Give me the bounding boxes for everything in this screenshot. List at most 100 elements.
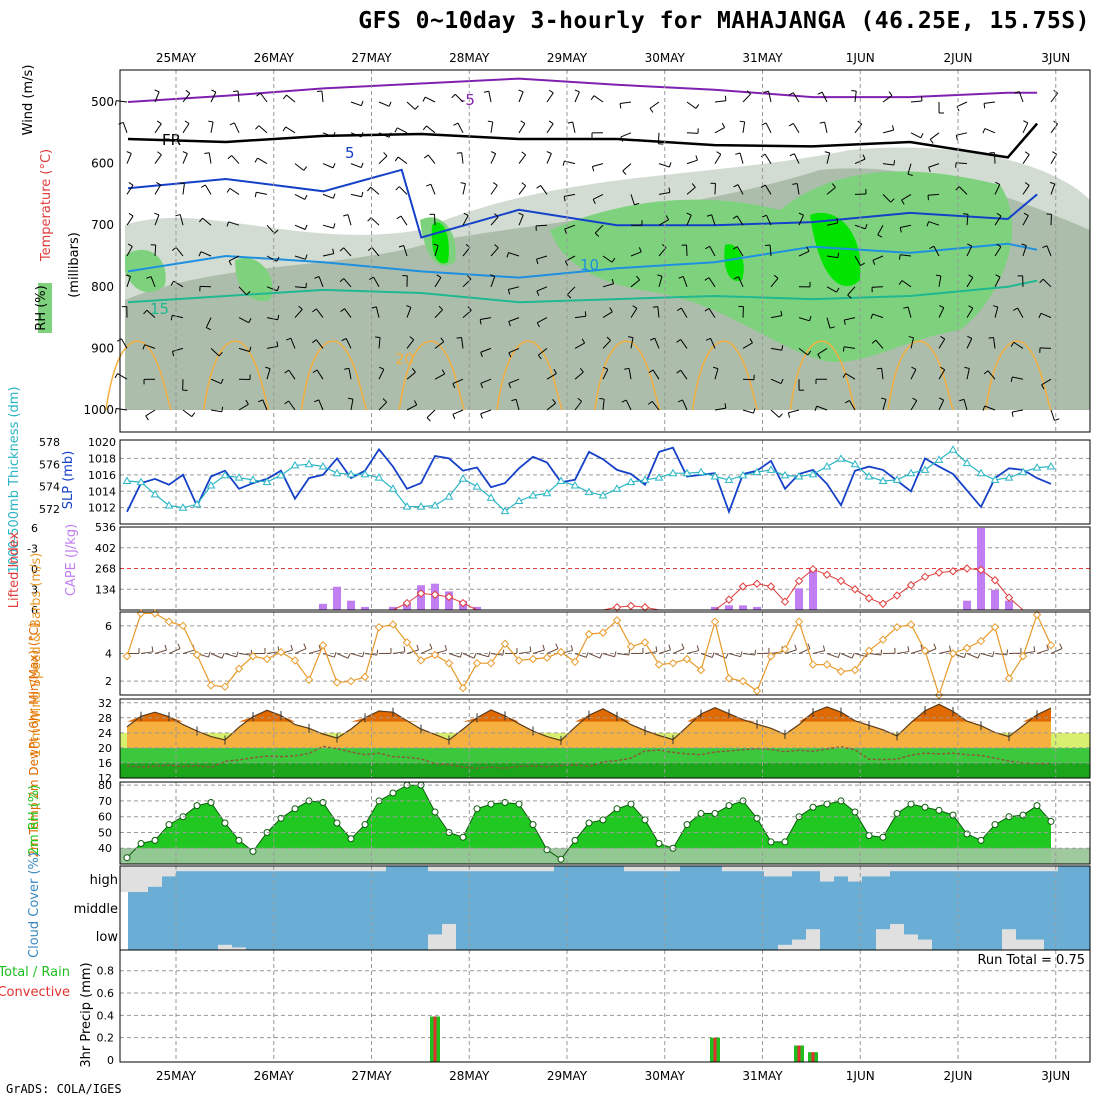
wind-barb-feather: [184, 120, 190, 125]
wind-barb-feather: [611, 257, 616, 263]
wind-barb: [315, 308, 324, 318]
wind-barb-feather: [409, 336, 414, 341]
wind-barb: [182, 153, 188, 164]
li-point: [444, 592, 454, 602]
wind-barb-feather: [735, 152, 741, 155]
wind-barb-feather: [227, 155, 232, 160]
cape-bar: [991, 589, 999, 610]
cape-bar: [319, 603, 327, 610]
wind-barb: [602, 311, 613, 319]
cloud-high-bar: [848, 866, 862, 882]
wind-barb: [378, 101, 390, 107]
wind-barb: [680, 339, 688, 349]
wind-barb-feather: [413, 400, 418, 406]
wind-barb: [210, 121, 214, 133]
wind-barb-feather: [609, 307, 613, 313]
cloud-high-bar: [960, 866, 974, 872]
wind-barb: [1050, 92, 1059, 103]
wind-barb: [322, 193, 334, 199]
wind-barb: [882, 399, 887, 411]
cloud-low-bar: [428, 934, 442, 950]
wind-barb-feather: [156, 181, 161, 186]
wind-speed-point: [626, 642, 636, 651]
cloud-high-bar: [540, 866, 554, 872]
thickness-point: [696, 467, 706, 476]
wind-barb-10m: [308, 649, 321, 654]
wind-speed-point: [318, 640, 328, 650]
isotherm-20: [300, 340, 368, 411]
thickness-point: [990, 475, 1000, 483]
wind-barb-feather: [339, 247, 344, 252]
wind-barb: [537, 348, 548, 356]
wind-barb: [1050, 123, 1058, 134]
date-label-top: 1JUN: [846, 51, 875, 65]
wind-barb-feather: [467, 275, 472, 280]
wind-barb-10m-feather: [529, 646, 532, 652]
rh-point: [921, 803, 929, 811]
wind-barb-feather: [648, 400, 653, 405]
wind-barb-feather: [695, 155, 698, 161]
wind-barb: [651, 401, 660, 411]
wind-barb-feather: [780, 310, 783, 316]
wind-barb-10m: [518, 651, 531, 654]
rh-low-band: [120, 848, 1090, 864]
wind-barb-feather: [837, 252, 840, 258]
wind-barb-feather: [686, 212, 692, 216]
wind-barb-10m-feather: [290, 644, 293, 651]
wind-barb: [490, 247, 499, 257]
wind-barb: [200, 251, 212, 257]
wind-barb-feather: [118, 121, 124, 125]
precip-conv-bar: [797, 1045, 801, 1062]
wind-barb-feather: [438, 305, 443, 311]
li-point: [724, 595, 734, 604]
rh-point: [613, 805, 621, 813]
wind-barb: [452, 409, 464, 415]
thickness-point: [276, 470, 286, 479]
thickness-point: [192, 499, 202, 508]
wind-barb: [658, 192, 670, 195]
thickness-point: [920, 465, 930, 473]
wind-barb: [1018, 91, 1024, 103]
ylabel-cape: CAPE (J/kg): [64, 524, 79, 596]
cape-tick: 402: [95, 542, 116, 555]
thickness-point: [220, 470, 230, 479]
wind-barb: [294, 309, 303, 318]
wind-barb: [154, 154, 162, 164]
wind-barb: [490, 216, 499, 226]
wind-barb: [658, 219, 669, 226]
cloud-high-bar: [666, 866, 680, 872]
wind-barb-feather: [492, 182, 498, 186]
wind-barb-10m: [826, 653, 839, 659]
li-point: [1004, 593, 1014, 602]
wind-barb: [686, 214, 692, 226]
wind-barb: [182, 409, 193, 418]
wind-barb: [649, 101, 660, 109]
wind-barb: [266, 368, 271, 380]
cape-frame: [119, 526, 1091, 611]
rh-point: [879, 833, 887, 841]
wind-barb: [845, 373, 856, 380]
wind-barb: [1012, 409, 1024, 413]
wind-barb: [798, 347, 809, 356]
wind-barb: [434, 341, 445, 349]
wind-barb-feather: [621, 399, 627, 403]
wind-barb-10m-feather: [416, 644, 419, 651]
wind-barb: [406, 371, 416, 380]
wind-barb: [594, 224, 604, 234]
rh-point: [935, 806, 943, 814]
wind-barb-feather: [489, 274, 495, 277]
wind-barb-feather: [480, 352, 483, 358]
wind-barb-feather: [422, 96, 426, 102]
wind-barb: [536, 255, 548, 260]
wind-barb: [210, 348, 220, 357]
rh-point: [361, 821, 369, 829]
thickness-point: [556, 476, 566, 484]
rh-point: [767, 838, 775, 846]
wind-barb: [798, 250, 810, 257]
wind-barb: [966, 338, 973, 349]
wind-barb: [121, 338, 128, 349]
wind-barb-feather: [1010, 376, 1013, 382]
wind-barb-feather: [360, 132, 364, 138]
wind-barb-feather: [426, 183, 432, 187]
wind-barb: [318, 276, 324, 287]
